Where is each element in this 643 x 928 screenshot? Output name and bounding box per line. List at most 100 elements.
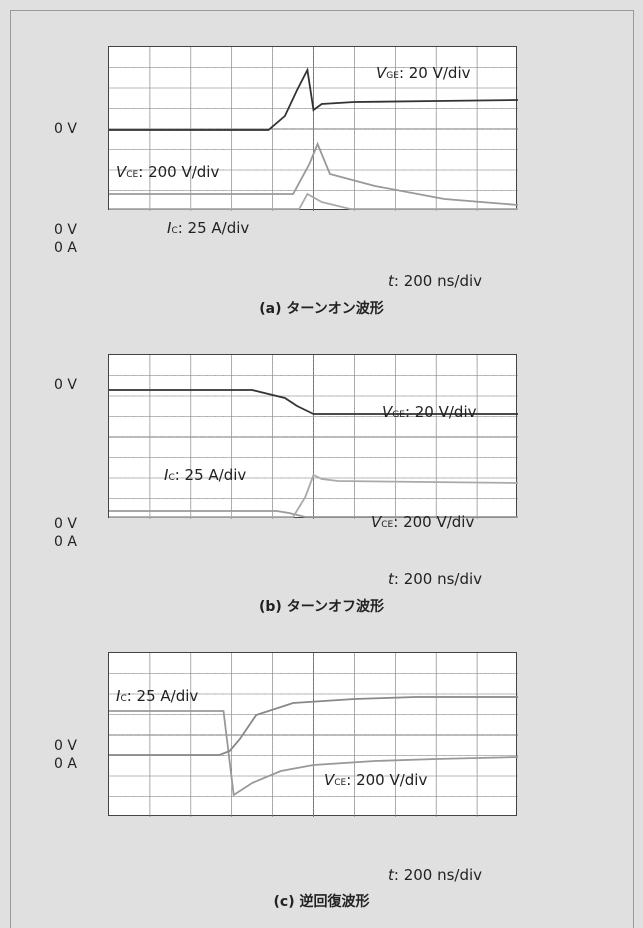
grid-dot <box>157 108 159 109</box>
grid-dot <box>321 693 323 695</box>
grid-dot <box>231 457 233 458</box>
grid-dot <box>501 693 503 695</box>
grid-dot <box>353 50 355 52</box>
grid-dot <box>452 87 454 89</box>
grid-dot <box>272 416 274 417</box>
grid-dot <box>223 436 225 438</box>
grid-dot <box>378 693 380 695</box>
grid-dot <box>394 693 396 695</box>
grid-dot <box>263 190 265 191</box>
grid-dot <box>476 477 478 479</box>
grid-dot <box>362 169 364 171</box>
grid-dot <box>124 498 126 499</box>
grid-dot <box>443 67 445 68</box>
grid-dot <box>394 71 396 73</box>
grid-dot <box>509 775 511 777</box>
grid-dot <box>476 165 478 167</box>
grid-dot <box>231 718 233 720</box>
grid-dot <box>435 157 437 159</box>
grid-dot <box>353 375 355 376</box>
grid-dot <box>231 440 233 442</box>
grid-dot <box>345 477 347 479</box>
grid-dot <box>509 457 511 458</box>
grid-dot <box>231 399 233 401</box>
grid-dot <box>509 169 511 171</box>
grid-dot <box>394 722 396 724</box>
grid-dot <box>214 775 216 777</box>
grid-dot <box>190 424 192 426</box>
grid-dot <box>435 469 437 471</box>
grid-dot <box>394 489 396 491</box>
grid-dot <box>419 395 421 397</box>
grid-dot <box>394 738 396 740</box>
grid-dot <box>476 54 478 56</box>
grid-dot <box>435 783 437 785</box>
trace-label-vge-b: VGE: 20 V/div <box>382 403 477 421</box>
grid-dot <box>173 775 175 777</box>
grid-dot <box>231 485 233 487</box>
grid-dot <box>484 436 486 438</box>
grid-dot <box>157 714 159 715</box>
grid-dot <box>370 673 372 674</box>
grid-dot <box>435 750 437 752</box>
grid-dot <box>435 132 437 134</box>
grid-dot <box>313 387 314 389</box>
grid-dot <box>190 391 192 393</box>
grid-dot <box>272 399 274 401</box>
trace-sub: C <box>171 226 178 236</box>
grid-dot <box>337 457 339 458</box>
grid-dot <box>452 734 454 736</box>
grid-dot <box>492 67 494 68</box>
grid-dot <box>182 498 184 499</box>
grid-dot <box>231 448 233 450</box>
grid-dot <box>124 149 126 150</box>
grid-dot <box>313 83 314 85</box>
grid-dot <box>345 775 347 777</box>
grid-dot <box>386 693 388 695</box>
grid-dot <box>452 796 454 797</box>
grid-dot <box>190 140 192 142</box>
grid-dot <box>247 775 249 777</box>
grid-dot <box>378 67 380 68</box>
grid-dot <box>435 714 437 715</box>
grid-dot <box>353 656 355 658</box>
grid-dot <box>452 149 454 150</box>
grid-dot <box>231 366 233 368</box>
grid-dot <box>378 169 380 171</box>
grid-dot <box>353 424 355 426</box>
grid-dot <box>411 734 413 736</box>
grid-dot <box>280 108 282 109</box>
grid-dot <box>116 498 118 499</box>
grid-dot <box>435 95 437 97</box>
grid-dot <box>231 149 233 150</box>
grid-dot <box>296 693 298 695</box>
grid-dot <box>231 116 233 118</box>
grid-dot <box>182 87 184 89</box>
grid-dot <box>476 709 478 711</box>
grid-dot <box>353 54 355 56</box>
grid-dot <box>501 755 503 756</box>
grid-dot <box>198 416 200 417</box>
grid-dot <box>476 473 478 475</box>
grid-dot <box>304 714 306 715</box>
trace-i-c <box>109 710 518 797</box>
grid-dot <box>329 87 331 89</box>
grid-dot <box>427 436 429 438</box>
grid-dot <box>427 477 429 479</box>
grid-dot <box>337 755 339 756</box>
grid-dot <box>427 87 429 89</box>
grid-dot <box>394 436 396 438</box>
grid-dot <box>198 457 200 458</box>
grid-dot <box>190 750 192 752</box>
grid-dot <box>411 714 413 715</box>
grid-dot <box>263 755 265 756</box>
grid-dot <box>149 714 151 715</box>
grid-dot <box>353 62 355 64</box>
grid-dot <box>313 775 314 777</box>
grid-dot <box>272 718 274 720</box>
grid-dot <box>190 701 192 703</box>
trace-sub: CE <box>334 778 347 788</box>
grid-dot <box>231 375 233 376</box>
grid-dot <box>173 395 175 397</box>
grid-dot <box>190 452 192 454</box>
